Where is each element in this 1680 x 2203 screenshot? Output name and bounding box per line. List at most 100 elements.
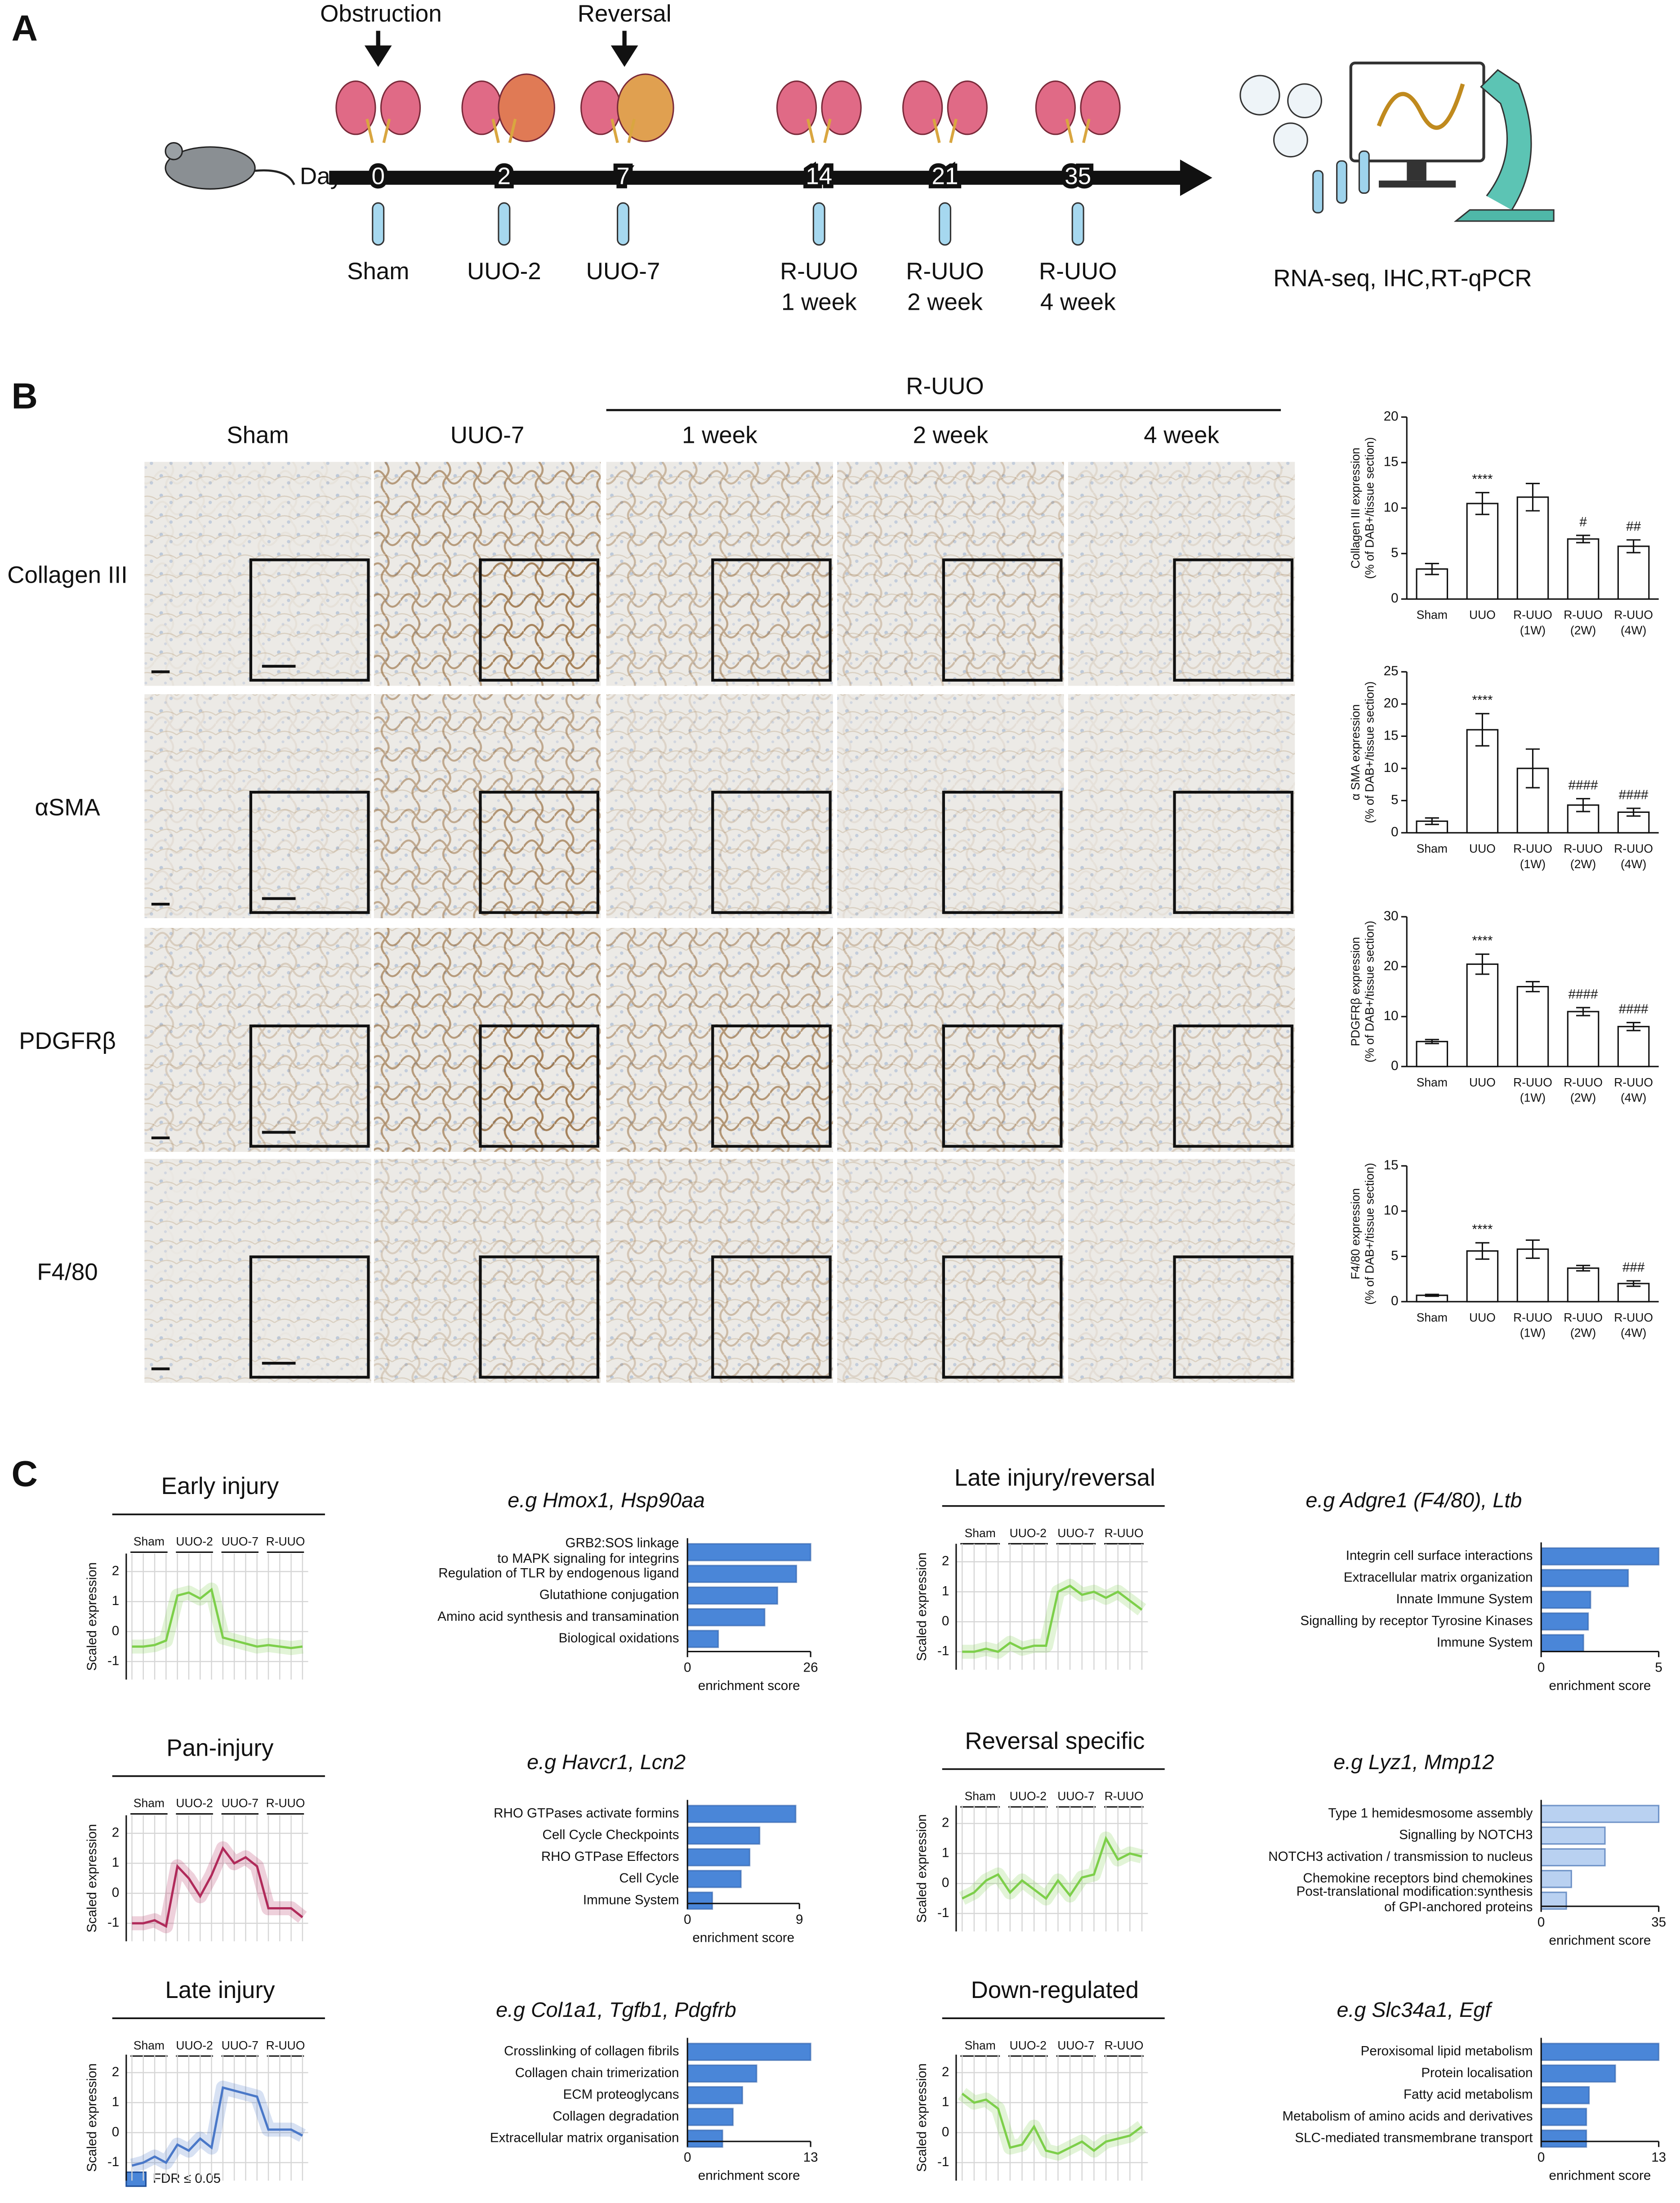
bar (1540, 2086, 1590, 2105)
group-label: UUO-2 (1010, 1526, 1047, 1540)
x-tick-sublabel: (2W) (1570, 624, 1596, 637)
pathway-label: Extracellular matrix organisation (490, 2131, 679, 2145)
group-label: UUO-7 (222, 1797, 258, 1810)
inset-stain (481, 794, 597, 911)
error-bar (1425, 1039, 1439, 1044)
bar (686, 2064, 758, 2083)
x-tick-sublabel: (1W) (1520, 1091, 1546, 1105)
y-axis-label: Scaled expression (914, 1552, 929, 1661)
bar (1540, 2064, 1616, 2083)
group-label: UUO-7 (1057, 1789, 1094, 1803)
x-tick-sublabel: (2W) (1570, 1326, 1596, 1340)
x-tick-sublabel: (4W) (1621, 624, 1646, 637)
inset-stain (481, 1258, 597, 1376)
y-axis-label: Scaled expression (85, 1824, 99, 1933)
ureter (932, 118, 958, 143)
y-tick-label: 1 (942, 1845, 949, 1860)
y-tick-label: 5 (1391, 545, 1398, 560)
error-bar (1475, 953, 1489, 975)
x-tick-label: R-UUO (1614, 608, 1653, 622)
pathway-label: Innate Immune System (1396, 1592, 1533, 1606)
pathway-label: Glutathione conjugation (539, 1588, 679, 1602)
y-tick-label: 2 (112, 1563, 119, 1578)
inset-stain (714, 1258, 829, 1376)
pathway-label: Collagen chain trimerization (515, 2065, 679, 2080)
y-tick-label: 20 (1384, 696, 1399, 711)
y-tick-label: 10 (1384, 760, 1399, 775)
y-tick-label: 15 (1384, 455, 1399, 469)
bar (686, 2086, 743, 2105)
y-axis-label: α SMA expression (1349, 704, 1362, 800)
error-bar (1525, 981, 1540, 993)
pathway-label: Biological oxidations (559, 1631, 679, 1646)
y-tick-label: -1 (107, 2154, 119, 2169)
inset-stain (945, 1258, 1060, 1376)
x-tick-label: R-UUO (1614, 1076, 1653, 1089)
group-label: R-UUO (1105, 2038, 1144, 2052)
y-tick-label: -1 (937, 2154, 949, 2169)
tube (498, 202, 511, 246)
bar (686, 2129, 723, 2148)
error-bar (1627, 539, 1641, 553)
line (962, 1584, 1143, 1653)
y-tick-label: -1 (937, 1644, 949, 1659)
x-tick-label: R-UUO (1564, 608, 1603, 622)
bar (686, 1543, 811, 1561)
group-label: UUO-7 (1057, 2038, 1094, 2052)
error-bar (1525, 748, 1540, 789)
kidney (380, 80, 421, 135)
x-tick-label: R-UUO (1513, 1076, 1552, 1089)
error-bar (1576, 1265, 1591, 1272)
y-axis-label: Scaled expression (914, 2063, 929, 2172)
significance-label: **** (1472, 693, 1493, 708)
lab-icons (1239, 61, 1555, 222)
group-label: R-UUO (266, 1535, 305, 1548)
column-label: 1 week (682, 422, 758, 448)
error-bar (1425, 817, 1439, 825)
line (131, 2086, 303, 2167)
pathway-label: to MAPK signaling for integrins (497, 1551, 679, 1566)
ureter (611, 118, 636, 143)
bar (686, 1805, 797, 1823)
inset-stain (714, 561, 829, 679)
error-bar (1525, 482, 1540, 512)
inset (249, 1255, 370, 1379)
pathway-label: Integrin cell surface interactions (1346, 1548, 1533, 1563)
error-bar (1525, 1239, 1540, 1259)
x-tick-label: R-UUO (1564, 842, 1603, 856)
day-tick-label: 7 (616, 163, 629, 189)
significance-label: ### (1622, 1260, 1645, 1275)
x-tick-label: UUO (1469, 842, 1496, 856)
bar (1540, 2108, 1587, 2126)
inset-stain (252, 1027, 367, 1145)
error-bar (1475, 713, 1489, 747)
x-tick-label: 13 (803, 2150, 818, 2165)
group-label: UUO-7 (1057, 1526, 1094, 1540)
event-label: Reversal (578, 0, 672, 27)
x-tick-label: Sham (1417, 842, 1448, 856)
pathway-label: Cell Cycle Checkpoints (543, 1828, 679, 1842)
cluster-title: Pan-injury (166, 1735, 274, 1761)
pathway-label: Fatty acid metabolism (1404, 2087, 1533, 2102)
group-label: UUO-2 (176, 2038, 213, 2052)
line (132, 1846, 303, 1928)
panel-letter: C (12, 1454, 38, 1494)
y-tick-label: 10 (1384, 1008, 1399, 1023)
methods-label: RNA-seq, IHC,RT-qPCR (1273, 265, 1532, 292)
significance-label: #### (1569, 778, 1598, 793)
y-tick-label: -1 (937, 1905, 949, 1920)
day-tick-label: 14 (806, 163, 832, 189)
x-tick-sublabel: (2W) (1570, 1091, 1596, 1105)
x-tick-label: 26 (803, 1660, 818, 1675)
inset-stain (1176, 794, 1291, 911)
inset-stain (252, 561, 367, 679)
bar (1540, 1634, 1584, 1652)
y-tick-label: 0 (1391, 591, 1398, 606)
bar (1567, 1267, 1600, 1302)
timepoint-label: R-UUO (1039, 258, 1117, 285)
cluster-title: Late injury/reversal (954, 1465, 1155, 1491)
bar (1516, 496, 1549, 600)
day-tick-label: 2 (498, 163, 511, 189)
cluster-title: Early injury (161, 1473, 279, 1499)
group-label: Sham (134, 1535, 165, 1548)
